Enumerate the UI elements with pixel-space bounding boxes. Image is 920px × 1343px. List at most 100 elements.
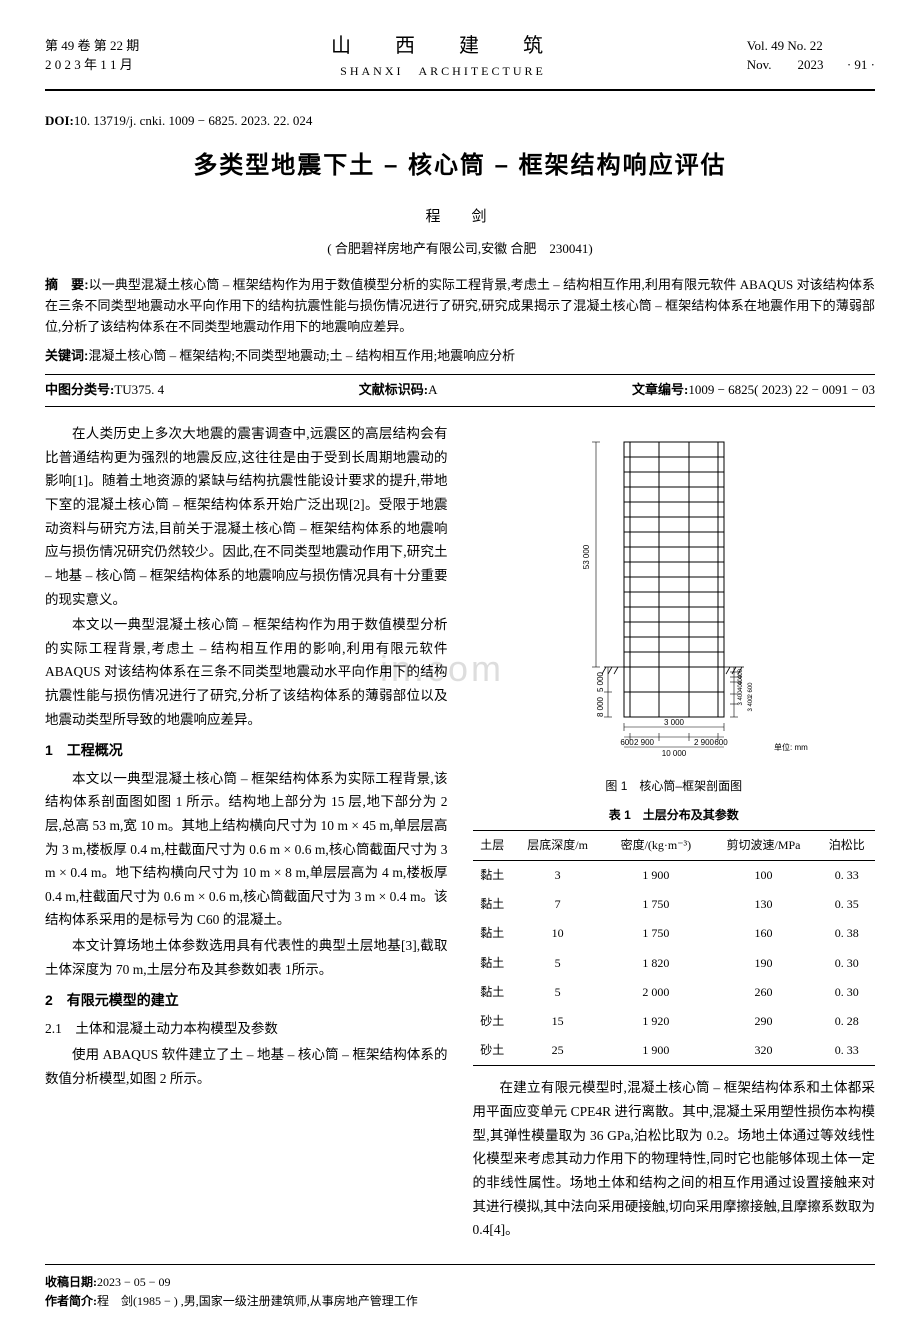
table-cell: 0. 33 xyxy=(819,861,875,891)
para-3: 本文以一典型混凝土核心筒 – 框架结构体系为实际工程背景,该结构体系剖面图如图 … xyxy=(45,767,448,932)
doccode-label: 文献标识码: xyxy=(359,382,428,397)
table-cell: 100 xyxy=(708,861,818,891)
table-row: 黏土52 0002600. 30 xyxy=(473,978,876,1007)
two-column-layout: 在人类历史上多次大地震的震害调查中,远震区的高层结构会有比普通结构更为强烈的地震… xyxy=(45,422,875,1244)
table-cell: 0. 38 xyxy=(819,919,875,948)
table-cell: 0. 35 xyxy=(819,890,875,919)
svg-text:3 400: 3 400 xyxy=(738,690,744,706)
received-label: 收稿日期: xyxy=(45,1275,97,1289)
figure-1-svg: 53 000 5 000 8 000 3 000 600 2 900 2 900… xyxy=(534,432,814,762)
table-cell: 黏土 xyxy=(473,890,513,919)
table-row: 黏土71 7501300. 35 xyxy=(473,890,876,919)
table-cell: 黏土 xyxy=(473,978,513,1007)
table-cell: 1 900 xyxy=(603,1036,708,1066)
table-cell: 1 920 xyxy=(603,1007,708,1036)
table-row: 黏土101 7501600. 38 xyxy=(473,919,876,948)
svg-text:单位: mm: 单位: mm xyxy=(774,742,808,752)
table-cell: 25 xyxy=(512,1036,603,1066)
left-column: 在人类历史上多次大地震的震害调查中,远震区的高层结构会有比普通结构更为强烈的地震… xyxy=(45,422,448,1244)
table-col-header: 密度/(kg·m⁻³) xyxy=(603,830,708,860)
abstract-text: 以一典型混凝土核心筒 – 框架结构作为用于数值模型分析的实际工程背景,考虑土 –… xyxy=(45,277,875,334)
article-title: 多类型地震下土 – 核心筒 – 框架结构响应评估 xyxy=(45,147,875,185)
table-cell: 130 xyxy=(708,890,818,919)
table-cell: 290 xyxy=(708,1007,818,1036)
svg-text:53 000: 53 000 xyxy=(582,544,591,569)
date-cn: 2 0 2 3 年 1 1 月 xyxy=(45,56,139,74)
right-column: 53 000 5 000 8 000 3 000 600 2 900 2 900… xyxy=(473,422,876,1244)
table-col-header: 泊松比 xyxy=(819,830,875,860)
section-2-1-title: 2.1 土体和混凝土动力本构模型及参数 xyxy=(45,1018,448,1040)
received-date: 收稿日期:2023 − 05 − 09 xyxy=(45,1273,875,1292)
doccode-value: A xyxy=(428,382,437,397)
section-1-title: 1 工程概况 xyxy=(45,739,448,761)
svg-text:8 000: 8 000 xyxy=(596,697,605,718)
page-number: · 91 · xyxy=(847,56,875,74)
para-1: 在人类历史上多次大地震的震害调查中,远震区的高层结构会有比普通结构更为强烈的地震… xyxy=(45,422,448,611)
table-cell: 1 820 xyxy=(603,949,708,978)
article-id: 文章编号:1009 − 6825( 2023) 22 − 0091 − 03 xyxy=(632,380,875,401)
svg-text:2 600: 2 600 xyxy=(748,682,754,698)
table-cell: 2 000 xyxy=(603,978,708,1007)
author-bio-label: 作者简介: xyxy=(45,1294,97,1308)
table-row: 黏土51 8201900. 30 xyxy=(473,949,876,978)
table-cell: 7 xyxy=(512,890,603,919)
svg-text:3 400: 3 400 xyxy=(748,696,754,712)
header-center: 山 西 建 筑 SHANXI ARCHITECTURE xyxy=(331,30,555,81)
author: 程 剑 xyxy=(45,205,875,229)
figure-1: 53 000 5 000 8 000 3 000 600 2 900 2 900… xyxy=(473,432,876,796)
svg-text:5 000: 5 000 xyxy=(596,672,605,693)
svg-text:2 900: 2 900 xyxy=(694,738,715,747)
table-cell: 15 xyxy=(512,1007,603,1036)
para-2: 本文以一典型混凝土核心筒 – 框架结构作为用于数值模型分析的实际工程背景,考虑土… xyxy=(45,613,448,731)
table-cell: 砂土 xyxy=(473,1007,513,1036)
table-cell: 0. 28 xyxy=(819,1007,875,1036)
table-cell: 190 xyxy=(708,949,818,978)
table-cell: 5 xyxy=(512,949,603,978)
vol-en: Vol. 49 No. 22 xyxy=(747,38,823,53)
header-left: 第 49 卷 第 22 期 2 0 2 3 年 1 1 月 xyxy=(45,37,139,73)
affiliation: ( 合肥碧祥房地产有限公司,安徽 合肥 230041) xyxy=(45,239,875,260)
table-col-header: 土层 xyxy=(473,830,513,860)
svg-text:3 000: 3 000 xyxy=(664,718,685,727)
section-2-title: 2 有限元模型的建立 xyxy=(45,989,448,1011)
table-cell: 160 xyxy=(708,919,818,948)
table-row: 砂土251 9003200. 33 xyxy=(473,1036,876,1066)
table-cell: 0. 33 xyxy=(819,1036,875,1066)
journal-en: SHANXI ARCHITECTURE xyxy=(331,62,555,81)
header-right: Vol. 49 No. 22 Nov. 2023 · 91 · xyxy=(747,37,875,73)
table-cell: 黏土 xyxy=(473,861,513,891)
table-cell: 3 xyxy=(512,861,603,891)
table-cell: 0. 30 xyxy=(819,949,875,978)
svg-text:400: 400 xyxy=(738,680,744,691)
table-header-row: 土层层底深度/m密度/(kg·m⁻³)剪切波速/MPa泊松比 xyxy=(473,830,876,860)
doi-label: DOI: xyxy=(45,113,74,128)
keywords-text: 混凝土核心筒 – 框架结构;不同类型地震动;土 – 结构相互作用;地震响应分析 xyxy=(88,348,515,363)
footer: 收稿日期:2023 − 05 − 09 作者简介:程 剑(1985 − ) ,男… xyxy=(45,1264,875,1311)
doi-value: 10. 13719/j. cnki. 1009 − 6825. 2023. 22… xyxy=(74,113,312,128)
doccode: 文献标识码:A xyxy=(359,380,438,401)
doi-line: DOI:10. 13719/j. cnki. 1009 − 6825. 2023… xyxy=(45,111,875,132)
table-col-header: 剪切波速/MPa xyxy=(708,830,818,860)
keywords: 关键词:混凝土核心筒 – 框架结构;不同类型地震动;土 – 结构相互作用;地震响… xyxy=(45,346,875,367)
article-id-value: 1009 − 6825( 2023) 22 − 0091 − 03 xyxy=(688,382,875,397)
journal-cn: 山 西 建 筑 xyxy=(331,30,555,62)
author-bio-text: 程 剑(1985 − ) ,男,国家一级注册建筑师,从事房地产管理工作 xyxy=(97,1294,418,1308)
table-cell: 260 xyxy=(708,978,818,1007)
vol-cn: 第 49 卷 第 22 期 xyxy=(45,37,139,55)
table-cell: 5 xyxy=(512,978,603,1007)
keywords-label: 关键词: xyxy=(45,348,88,363)
table-cell: 黏土 xyxy=(473,949,513,978)
svg-text:600: 600 xyxy=(620,738,634,747)
classification-row: 中图分类号:TU375. 4 文献标识码:A 文章编号:1009 − 6825(… xyxy=(45,374,875,407)
table-cell: 砂土 xyxy=(473,1036,513,1066)
svg-text:2 900: 2 900 xyxy=(634,738,655,747)
abstract: 摘 要:以一典型混凝土核心筒 – 框架结构作为用于数值模型分析的实际工程背景,考… xyxy=(45,275,875,337)
clc-label: 中图分类号: xyxy=(45,382,114,397)
table-cell: 0. 30 xyxy=(819,978,875,1007)
table-row: 砂土151 9202900. 28 xyxy=(473,1007,876,1036)
table-cell: 黏土 xyxy=(473,919,513,948)
page-header: 第 49 卷 第 22 期 2 0 2 3 年 1 1 月 山 西 建 筑 SH… xyxy=(45,30,875,91)
table-1: 土层层底深度/m密度/(kg·m⁻³)剪切波速/MPa泊松比 黏土31 9001… xyxy=(473,830,876,1067)
svg-text:10 000: 10 000 xyxy=(662,749,687,758)
abstract-label: 摘 要: xyxy=(45,277,89,292)
